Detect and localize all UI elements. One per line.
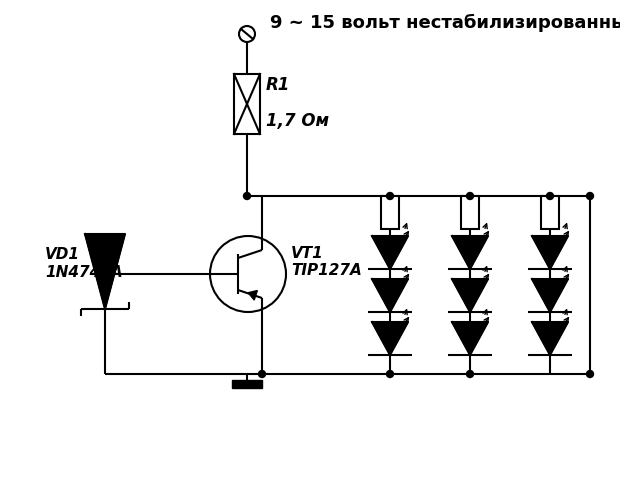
Polygon shape	[372, 279, 408, 312]
Circle shape	[587, 370, 593, 377]
Text: 1,7 Ом: 1,7 Ом	[266, 112, 329, 130]
Circle shape	[386, 370, 394, 377]
Polygon shape	[532, 322, 568, 355]
Polygon shape	[452, 322, 488, 355]
Circle shape	[466, 370, 474, 377]
Circle shape	[386, 193, 394, 200]
Circle shape	[546, 193, 554, 200]
Polygon shape	[372, 322, 408, 355]
Polygon shape	[452, 279, 488, 312]
Circle shape	[466, 193, 474, 200]
Polygon shape	[248, 290, 257, 300]
Bar	[381, 196, 399, 229]
Circle shape	[259, 370, 265, 377]
Bar	[461, 196, 479, 229]
Polygon shape	[532, 236, 568, 269]
Polygon shape	[532, 279, 568, 312]
Text: VD1
1N4740A: VD1 1N4740A	[45, 247, 123, 280]
Circle shape	[587, 193, 593, 200]
Polygon shape	[372, 236, 408, 269]
Text: 9 ~ 15 вольт нестабилизированные: 9 ~ 15 вольт нестабилизированные	[270, 14, 620, 32]
Polygon shape	[85, 234, 125, 309]
Bar	[541, 196, 559, 229]
Text: R1: R1	[266, 76, 290, 94]
Bar	[234, 74, 260, 134]
Polygon shape	[452, 236, 488, 269]
Bar	[232, 380, 262, 388]
Text: VT1
TIP127A: VT1 TIP127A	[291, 246, 361, 278]
Circle shape	[244, 193, 250, 200]
